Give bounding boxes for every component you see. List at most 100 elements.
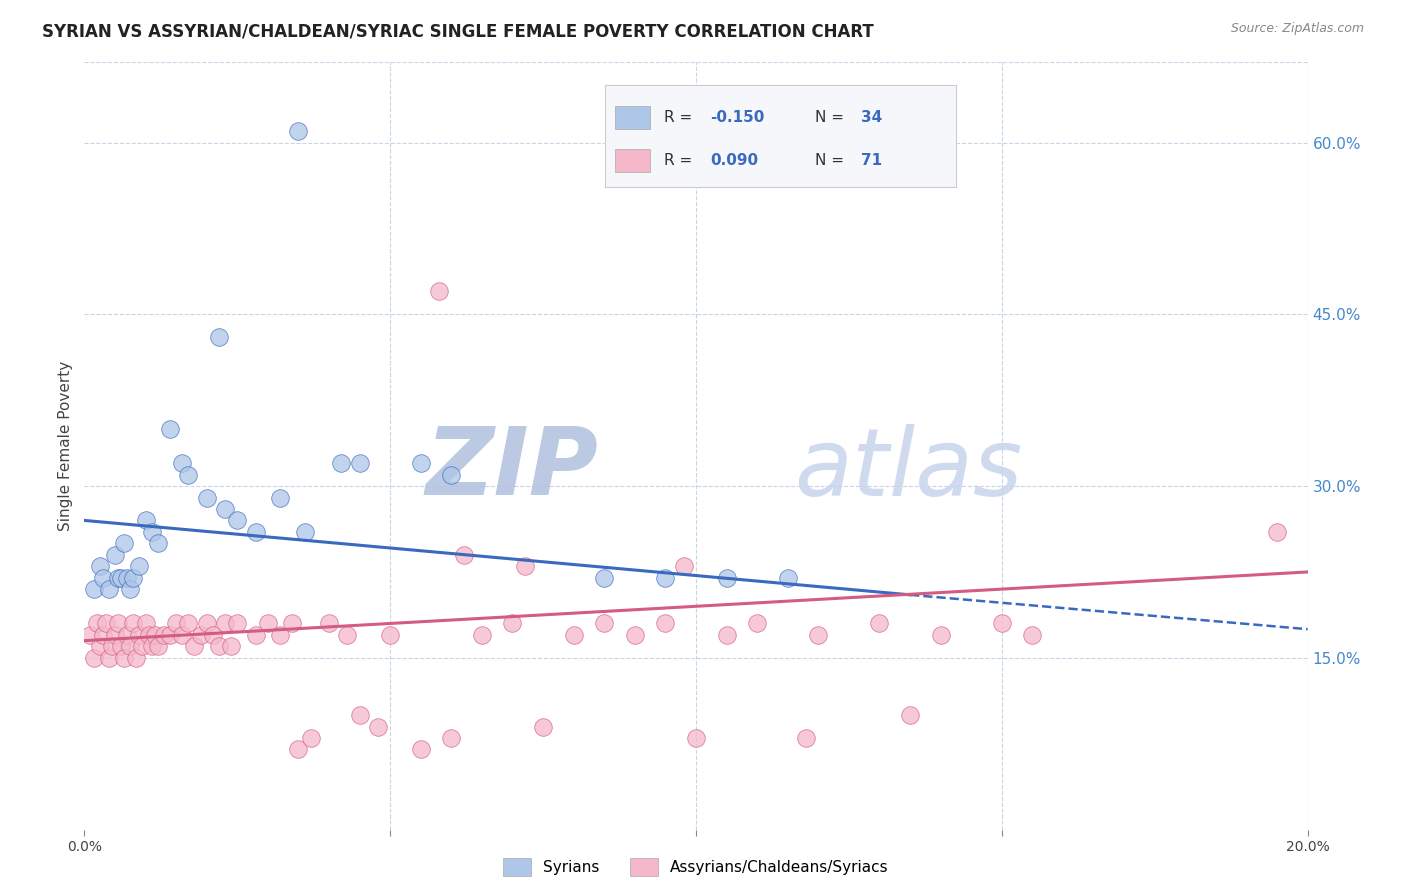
Point bbox=[349, 708, 371, 723]
Point bbox=[287, 742, 309, 756]
Point bbox=[94, 616, 117, 631]
Point bbox=[471, 628, 494, 642]
Point bbox=[165, 616, 187, 631]
Point bbox=[131, 640, 153, 654]
Point bbox=[502, 616, 524, 631]
Point bbox=[83, 650, 105, 665]
Point bbox=[219, 640, 242, 654]
Point bbox=[214, 616, 236, 631]
Point bbox=[125, 650, 148, 665]
Point bbox=[135, 513, 157, 527]
Text: R =: R = bbox=[665, 110, 693, 125]
Point bbox=[513, 559, 536, 574]
Point bbox=[138, 628, 160, 642]
Point bbox=[172, 456, 194, 470]
Point bbox=[716, 571, 738, 585]
Point bbox=[115, 628, 138, 642]
Point bbox=[685, 731, 707, 745]
Text: atlas: atlas bbox=[794, 424, 1022, 515]
Point bbox=[427, 285, 450, 299]
Point bbox=[776, 571, 799, 585]
Point bbox=[83, 582, 105, 596]
Point bbox=[128, 559, 150, 574]
Text: 34: 34 bbox=[860, 110, 883, 125]
Point bbox=[195, 616, 218, 631]
Point bbox=[214, 502, 236, 516]
Point bbox=[159, 628, 181, 642]
Point bbox=[208, 640, 231, 654]
Text: Source: ZipAtlas.com: Source: ZipAtlas.com bbox=[1230, 22, 1364, 36]
Point bbox=[991, 616, 1014, 631]
Bar bbox=[616, 149, 650, 172]
Point bbox=[226, 513, 249, 527]
Point bbox=[120, 640, 142, 654]
Point bbox=[1021, 628, 1043, 642]
Text: N =: N = bbox=[815, 153, 845, 169]
Point bbox=[269, 628, 291, 642]
Point bbox=[128, 628, 150, 642]
Point bbox=[929, 628, 952, 642]
Point bbox=[89, 640, 111, 654]
Text: ZIP: ZIP bbox=[425, 423, 598, 515]
Point bbox=[91, 628, 114, 642]
Point bbox=[794, 731, 817, 745]
Point bbox=[107, 571, 129, 585]
Point bbox=[807, 628, 830, 642]
Text: R =: R = bbox=[665, 153, 693, 169]
Text: 0.090: 0.090 bbox=[710, 153, 758, 169]
Point bbox=[453, 548, 475, 562]
Point bbox=[654, 616, 676, 631]
Point bbox=[110, 640, 132, 654]
Point bbox=[869, 616, 891, 631]
Point bbox=[208, 330, 231, 344]
Y-axis label: Single Female Poverty: Single Female Poverty bbox=[58, 361, 73, 531]
Point bbox=[135, 616, 157, 631]
Point bbox=[380, 628, 402, 642]
Point bbox=[440, 731, 463, 745]
Text: -0.150: -0.150 bbox=[710, 110, 765, 125]
Point bbox=[299, 731, 322, 745]
Point bbox=[153, 628, 176, 642]
Point bbox=[141, 524, 163, 539]
Point bbox=[336, 628, 359, 642]
Point bbox=[269, 491, 291, 505]
Point bbox=[115, 571, 138, 585]
Point bbox=[409, 742, 432, 756]
Point bbox=[143, 628, 166, 642]
Point bbox=[177, 467, 200, 482]
Point bbox=[104, 628, 127, 642]
Point bbox=[562, 628, 585, 642]
Point bbox=[122, 571, 145, 585]
Bar bbox=[616, 106, 650, 128]
Point bbox=[201, 628, 224, 642]
Point bbox=[593, 571, 616, 585]
Point bbox=[294, 524, 316, 539]
Point bbox=[97, 650, 120, 665]
Point bbox=[195, 491, 218, 505]
Point bbox=[97, 582, 120, 596]
Point bbox=[593, 616, 616, 631]
Legend: Syrians, Assyrians/Chaldeans/Syriacs: Syrians, Assyrians/Chaldeans/Syriacs bbox=[503, 858, 889, 876]
Point bbox=[79, 628, 101, 642]
Point bbox=[716, 628, 738, 642]
Point bbox=[107, 616, 129, 631]
Point bbox=[112, 650, 135, 665]
Point bbox=[120, 582, 142, 596]
Point bbox=[245, 524, 267, 539]
Point bbox=[624, 628, 647, 642]
Point bbox=[89, 559, 111, 574]
Point bbox=[177, 616, 200, 631]
Point bbox=[1265, 524, 1288, 539]
Point bbox=[245, 628, 267, 642]
Text: 71: 71 bbox=[860, 153, 883, 169]
Point bbox=[672, 559, 695, 574]
Point bbox=[190, 628, 212, 642]
Point bbox=[141, 640, 163, 654]
Point bbox=[101, 640, 124, 654]
Point bbox=[146, 536, 169, 550]
Point bbox=[318, 616, 340, 631]
Point bbox=[281, 616, 304, 631]
Point bbox=[112, 536, 135, 550]
Text: SYRIAN VS ASSYRIAN/CHALDEAN/SYRIAC SINGLE FEMALE POVERTY CORRELATION CHART: SYRIAN VS ASSYRIAN/CHALDEAN/SYRIAC SINGL… bbox=[42, 22, 875, 40]
Point bbox=[349, 456, 371, 470]
